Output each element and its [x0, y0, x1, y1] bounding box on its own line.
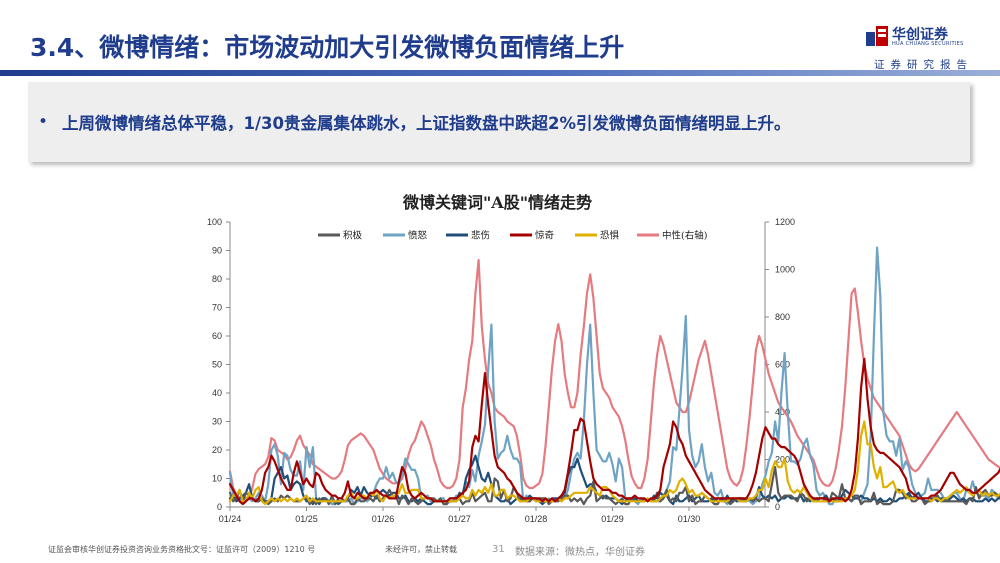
header-divider: [0, 70, 1000, 76]
chart-title: 微博关键词"A股"情绪走势: [402, 193, 592, 212]
summary-text: 上周微博情绪总体平稳，1/30贵金属集体跳水，上证指数盘中跌超2%引发微博负面情…: [62, 114, 791, 133]
x-tick-label: 01/25: [295, 514, 318, 524]
page-number: 31: [492, 544, 505, 555]
y-tick-label-right: 200: [775, 455, 790, 465]
legend-label: 悲伤: [471, 230, 490, 242]
y-tick-label-left: 100: [207, 217, 222, 227]
page-title: 3.4、微博情绪：市场波动加大引发微博负面情绪上升: [30, 33, 625, 62]
series-line: [228, 258, 1000, 501]
y-tick-label-left: 90: [212, 246, 222, 256]
legend-label: 惊奇: [535, 230, 555, 242]
x-tick-label: 01/29: [601, 514, 624, 524]
series-line: [228, 357, 1000, 506]
bullet-icon: •: [38, 112, 49, 132]
logo-text: 华创证券: [892, 27, 948, 43]
y-tick-label-left: 40: [212, 388, 222, 398]
y-tick-label-right: 1200: [775, 217, 795, 227]
company-logo: 华创证券 HUA CHUANG SECURITIES: [866, 24, 976, 48]
y-tick-label-right: 0: [775, 502, 780, 512]
y-tick-label-left: 80: [212, 274, 222, 284]
x-tick-label: 01/27: [448, 514, 471, 524]
y-tick-label-right: 1000: [775, 265, 795, 275]
legend-label: 恐惧: [600, 230, 620, 242]
logo-subtext: HUA CHUANG SECURITIES: [892, 41, 964, 47]
y-tick-label-left: 0: [217, 502, 222, 512]
y-tick-label-left: 10: [212, 474, 222, 484]
y-tick-label-right: 800: [775, 312, 790, 322]
logo-mark-icon: [866, 26, 888, 46]
y-tick-label-right: 400: [775, 407, 790, 417]
series-line: [228, 466, 1000, 506]
x-tick-label: 01/24: [219, 514, 242, 524]
x-tick-label: 01/28: [525, 514, 548, 524]
y-tick-label-right: 600: [775, 360, 790, 370]
series-line: [228, 246, 1000, 506]
footer-notice: 未经许可，禁止转载: [385, 545, 457, 554]
data-source: 数据来源：微热点，华创证券: [515, 547, 645, 558]
footer-license: 证监会审核华创证券投资咨询业务资格批文号：证监许可（2009）1210 号: [48, 545, 316, 554]
legend-label: 愤怒: [408, 230, 428, 242]
x-tick-label: 01/26: [372, 514, 395, 524]
legend-label: 中性(右轴): [662, 230, 707, 242]
y-tick-label-left: 30: [212, 417, 222, 427]
x-tick-label: 01/30: [678, 514, 701, 524]
y-tick-label-left: 70: [212, 303, 222, 313]
y-tick-label-left: 20: [212, 445, 222, 455]
legend-label: 积极: [343, 230, 363, 242]
series-line: [228, 420, 1000, 506]
y-tick-label-left: 50: [212, 360, 222, 370]
y-tick-label-left: 60: [212, 331, 222, 341]
summary-box: • 上周微博情绪总体平稳，1/30贵金属集体跳水，上证指数盘中跌超2%引发微博负…: [28, 82, 970, 162]
research-label: 证券研究报告: [874, 59, 973, 71]
